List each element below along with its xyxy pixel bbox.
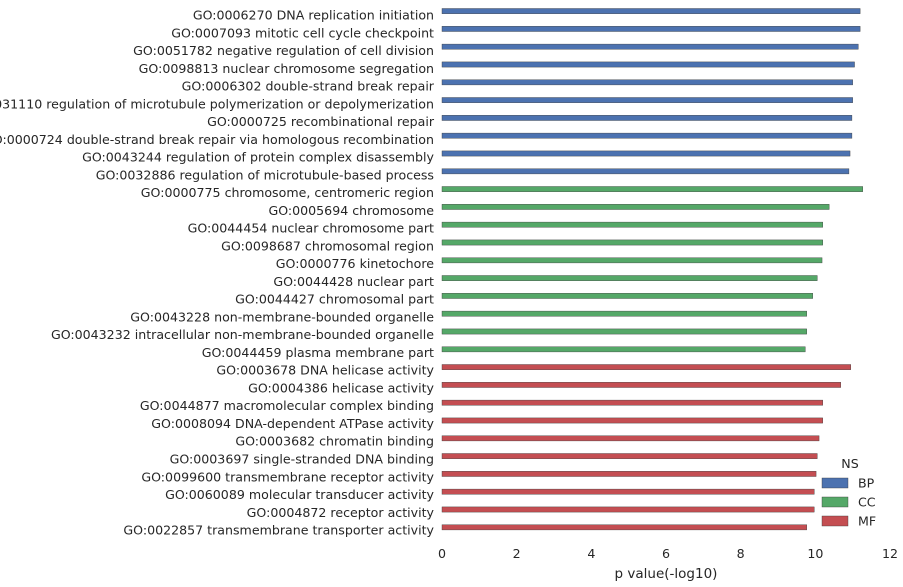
category-label: GO:0098813 nuclear chromosome segregatio… — [139, 61, 434, 76]
legend-label-mf: MF — [858, 514, 876, 529]
category-label: GO:0043244 regulation of protein complex… — [82, 150, 434, 165]
x-tick-labels: 0 2 4 6 8 10 12 — [438, 546, 898, 561]
category-label: GO:0000724 double-strand break repair vi… — [0, 132, 434, 147]
category-label: GO:0032886 regulation of microtubule-bas… — [96, 167, 434, 182]
bar-bp-8 — [441, 132, 853, 139]
bar-bp-6 — [441, 97, 853, 103]
category-label: GO:0003682 chromatin binding — [235, 434, 434, 449]
bar-cc-6 — [441, 275, 818, 281]
category-label: GO:0006302 double-strand break repair — [182, 79, 435, 94]
x-tick-label: 10 — [807, 546, 823, 561]
category-label: GO:0004386 helicase activity — [248, 380, 434, 395]
bar-mf-6 — [441, 453, 818, 459]
bar-mf-5 — [441, 435, 820, 442]
category-label: GO:0006270 DNA replication initiation — [193, 8, 434, 23]
bar-bp-9 — [441, 150, 851, 157]
category-label: GO:0005694 chromosome — [268, 203, 434, 218]
legend-title: NS — [841, 456, 858, 471]
category-label: GO:0099600 transmembrane receptor activi… — [141, 469, 434, 484]
x-tick-label: 2 — [513, 546, 521, 561]
category-label: GO:0043228 non-membrane-bounded organell… — [130, 309, 434, 324]
bar-bp-7 — [441, 115, 853, 121]
legend-swatch-mf — [821, 515, 849, 527]
category-label: GO:0000775 chromosome, centromeric regio… — [141, 185, 434, 200]
legend-swatch-bp — [821, 477, 849, 489]
bar-mf-2 — [441, 382, 841, 388]
x-axis-label: p value(-log10) — [615, 566, 718, 582]
bar-cc-9 — [441, 328, 807, 335]
category-label: GO:0008094 DNA-dependent ATPase activity — [151, 416, 434, 431]
category-label: GO:0000776 kinetochore — [276, 256, 434, 271]
bar-mf-7 — [441, 471, 817, 477]
bar-cc-2 — [441, 204, 830, 210]
bar-cc-8 — [441, 310, 807, 317]
bar-cc-5 — [441, 257, 823, 264]
bar-cc-10 — [441, 346, 806, 353]
x-tick-label: 12 — [882, 546, 898, 561]
legend: NS BP CC MF — [821, 456, 876, 529]
bar-mf-9 — [441, 506, 815, 513]
x-tick-label: 8 — [737, 546, 745, 561]
bar-bp-1 — [441, 8, 861, 14]
x-tick-label: 4 — [587, 546, 595, 561]
bar-cc-4 — [441, 239, 823, 246]
bar-cc-3 — [441, 221, 823, 228]
bar-mf-3 — [441, 399, 823, 406]
category-label: GO:0044427 chromosomal part — [235, 292, 434, 307]
category-label: GO:0000725 recombinational repair — [207, 114, 435, 129]
bar-cc-7 — [441, 293, 813, 299]
category-label: GO:0022857 transmembrane transporter act… — [123, 523, 434, 538]
category-labels: GO:0006270 DNA replication initiation GO:… — [0, 8, 435, 538]
x-tick-label: 0 — [438, 546, 446, 561]
legend-label-cc: CC — [858, 495, 876, 510]
bar-bp-3 — [441, 43, 859, 50]
bar-mf-10 — [441, 524, 807, 531]
bar-mf-4 — [441, 417, 823, 424]
category-label: GO:0098687 chromosomal region — [221, 238, 434, 253]
bar-mf-1 — [441, 364, 851, 370]
category-label: GO:0004872 receptor activity — [247, 505, 435, 520]
category-label: GO:0044428 nuclear part — [273, 274, 434, 289]
category-label: GO:0051782 negative regulation of cell d… — [133, 43, 434, 58]
category-label: GO:0060089 molecular transducer activity — [165, 487, 434, 502]
bar-bp-5 — [441, 79, 853, 86]
bars-layer — [441, 8, 863, 531]
category-label: GO:0044459 plasma membrane part — [202, 345, 434, 360]
category-label: GO:0003678 DNA helicase activity — [216, 363, 434, 378]
category-label: GO:0044454 nuclear chromosome part — [188, 221, 434, 236]
bar-bp-2 — [441, 26, 861, 32]
bar-cc-1 — [441, 186, 863, 192]
x-tick-label: 6 — [662, 546, 670, 561]
category-label: GO:0007093 mitotic cell cycle checkpoint — [171, 25, 434, 40]
bar-mf-8 — [441, 488, 815, 495]
bar-bp-10 — [441, 168, 850, 175]
category-label: GO:0031110 regulation of microtubule pol… — [0, 96, 434, 111]
legend-label-bp: BP — [858, 476, 875, 491]
legend-swatch-cc — [821, 496, 849, 508]
category-label: GO:0043232 intracellular non-membrane-bo… — [51, 327, 434, 342]
category-label: GO:0003697 single-stranded DNA binding — [170, 452, 434, 467]
bar-bp-4 — [441, 61, 855, 68]
category-label: GO:0044877 macromolecular complex bindin… — [140, 398, 434, 413]
